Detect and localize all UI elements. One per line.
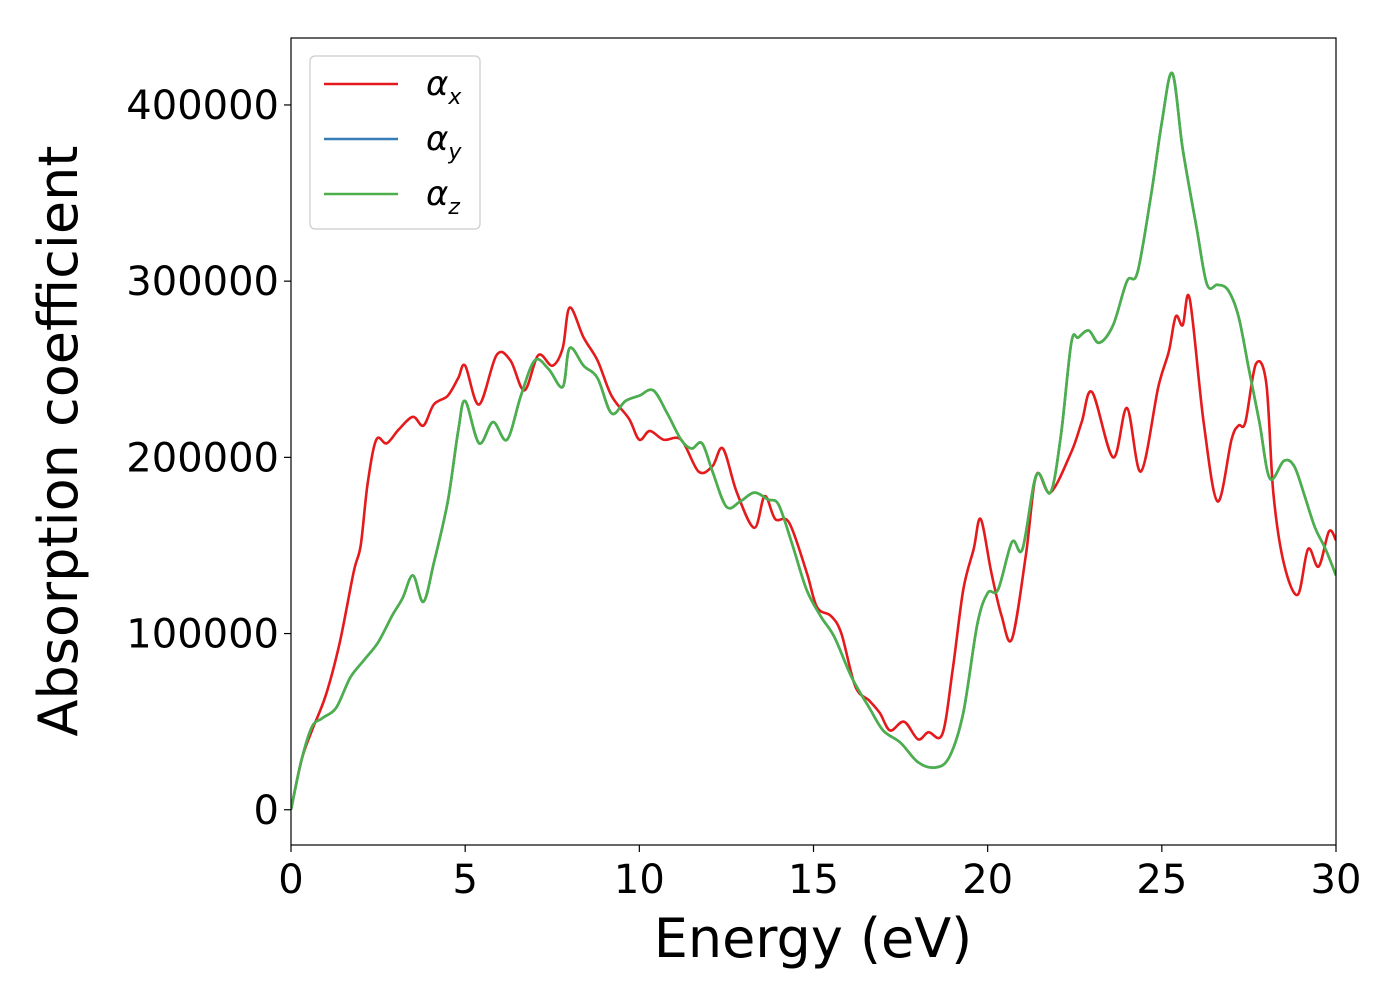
x-tick-label: 5 (452, 857, 477, 903)
y-tick-label: 100000 (126, 612, 279, 658)
legend-label-x: αx (426, 64, 462, 110)
x-tick-label: 0 (278, 857, 303, 903)
x-tick-label: 20 (962, 857, 1013, 903)
y-tick-label: 300000 (126, 259, 279, 305)
series-line-x (291, 293, 1336, 811)
x-axis-label: Energy (eV) (654, 907, 973, 970)
y-axis-label: Absorption coefficient (27, 146, 90, 737)
y-tick-label: 200000 (126, 435, 279, 481)
x-tick-label: 30 (1311, 857, 1362, 903)
axis-ticks: 0 5 10 15 20 25 30 0 100000 200000 300000 400000 (126, 83, 1361, 903)
legend: αx αy αz (309, 55, 481, 230)
legend-label-z: αz (426, 174, 460, 220)
x-tick-label: 25 (1136, 857, 1187, 903)
series-layer (291, 71, 1336, 811)
legend-label-y: αy (426, 119, 462, 165)
legend-box (309, 55, 481, 230)
y-tick-label: 0 (254, 788, 279, 834)
x-tick-label: 15 (788, 857, 839, 903)
x-tick-label: 10 (614, 857, 665, 903)
y-tick-label: 400000 (126, 83, 279, 129)
series-line-z (291, 71, 1336, 811)
